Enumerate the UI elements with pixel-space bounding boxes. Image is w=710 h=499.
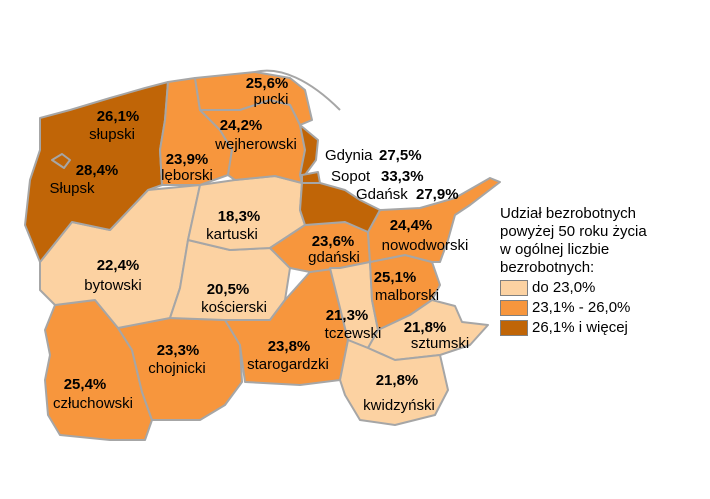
- legend-label-low: do 23,0%: [532, 279, 596, 296]
- name-slupski: słupski: [89, 126, 135, 143]
- name-czluchowski: człuchowski: [53, 395, 133, 412]
- region-sopot: [301, 171, 321, 184]
- value-tczewski: 21,3%: [326, 307, 369, 324]
- value-bytowski: 22,4%: [97, 257, 140, 274]
- legend-swatch-high: [500, 319, 528, 336]
- legend-title-line-1: Udział bezrobotnych: [500, 205, 636, 222]
- value-leborski: 23,9%: [166, 151, 209, 168]
- name-sopot: Sopot: [331, 168, 371, 185]
- name-gdanski: gdański: [308, 249, 360, 266]
- name-leborski: lęborski: [161, 167, 213, 184]
- name-gdansk: Gdańsk: [356, 186, 408, 203]
- name-chojnicki: chojnicki: [148, 360, 206, 377]
- name-koscierski: kościerski: [201, 299, 267, 316]
- value-kwidzynski: 21,8%: [376, 372, 419, 389]
- value-slupsk: 28,4%: [76, 162, 119, 179]
- name-starogardzki: starogardzki: [247, 356, 329, 373]
- name-gdynia: Gdynia: [325, 147, 373, 164]
- hel-peninsula: [254, 69, 341, 111]
- region-slupsk: [51, 153, 71, 169]
- legend-swatch-mid: [500, 299, 528, 316]
- legend-label-mid: 23,1% - 26,0%: [532, 299, 631, 316]
- value-malborski: 25,1%: [374, 269, 417, 286]
- region-kwidzynski: [339, 339, 449, 426]
- legend-item-mid: 23,1% - 26,0%: [500, 298, 700, 317]
- value-gdanski: 23,6%: [312, 233, 355, 250]
- legend: Udział bezrobotnych powyżej 50 roku życi…: [500, 205, 700, 337]
- region-slupski: [24, 81, 169, 263]
- value-sopot: 33,3%: [381, 168, 424, 185]
- value-gdansk: 27,9%: [416, 186, 459, 203]
- value-wejherowski: 24,2%: [220, 117, 263, 134]
- legend-swatch-low: [500, 279, 528, 296]
- legend-item-low: do 23,0%: [500, 278, 700, 297]
- legend-title-line-4: bezrobotnych:: [500, 259, 595, 276]
- legend-item-high: 26,1% i więcej: [500, 318, 700, 337]
- name-nowodworski: nowodworski: [382, 237, 469, 254]
- value-czluchowski: 25,4%: [64, 376, 107, 393]
- value-sztumski: 21,8%: [404, 319, 447, 336]
- value-nowodworski: 24,4%: [390, 217, 433, 234]
- name-tczewski: tczewski: [325, 325, 382, 342]
- name-wejherowski: wejherowski: [214, 136, 297, 153]
- value-pucki: 25,6%: [246, 75, 289, 92]
- name-malborski: malborski: [375, 287, 439, 304]
- value-chojnicki: 23,3%: [157, 342, 200, 359]
- name-pucki: pucki: [253, 91, 288, 108]
- legend-label-high: 26,1% i więcej: [532, 319, 628, 336]
- value-gdynia: 27,5%: [379, 147, 422, 164]
- name-bytowski: bytowski: [84, 277, 142, 294]
- name-sztumski: sztumski: [411, 335, 469, 352]
- name-slupsk: Słupsk: [49, 180, 95, 197]
- region-gdansk: [299, 182, 381, 233]
- value-starogardzki: 23,8%: [268, 338, 311, 355]
- region-nowodworski: [367, 177, 501, 263]
- name-kartuski: kartuski: [206, 226, 258, 243]
- legend-title-line-3: w ogólnej liczbie: [500, 241, 610, 258]
- value-koscierski: 20,5%: [207, 281, 250, 298]
- name-kwidzynski: kwidzyński: [363, 397, 435, 414]
- value-slupski: 26,1%: [97, 108, 140, 125]
- value-kartuski: 18,3%: [218, 208, 261, 225]
- legend-title-line-2: powyżej 50 roku życia: [500, 223, 647, 240]
